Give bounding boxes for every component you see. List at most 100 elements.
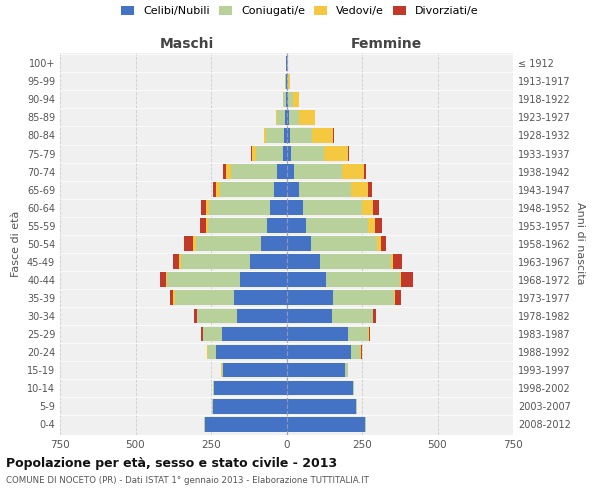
Bar: [236, 308, 287, 324]
Bar: [287, 164, 294, 179]
Bar: [250, 254, 287, 269]
Bar: [287, 218, 306, 233]
Bar: [287, 236, 311, 251]
Bar: [352, 182, 368, 197]
Bar: [215, 182, 220, 197]
Bar: [276, 110, 277, 125]
Bar: [206, 200, 209, 215]
Bar: [184, 236, 193, 251]
Bar: [223, 164, 226, 179]
Bar: [207, 344, 208, 360]
Bar: [299, 110, 314, 125]
Bar: [393, 254, 402, 269]
Bar: [353, 380, 354, 396]
Y-axis label: Anni di nascita: Anni di nascita: [575, 202, 584, 285]
Bar: [287, 146, 291, 161]
Text: Femmine: Femmine: [350, 36, 422, 51]
Bar: [289, 110, 299, 125]
Bar: [173, 254, 179, 269]
Bar: [391, 254, 393, 269]
Bar: [261, 236, 287, 251]
Bar: [179, 254, 181, 269]
Bar: [352, 344, 361, 360]
Bar: [252, 146, 256, 161]
Bar: [288, 56, 289, 70]
Bar: [197, 308, 236, 324]
Bar: [306, 218, 368, 233]
Bar: [299, 182, 352, 197]
Text: Popolazione per età, sesso e stato civile - 2013: Popolazione per età, sesso e stato civil…: [6, 458, 337, 470]
Bar: [373, 308, 376, 324]
Bar: [285, 74, 286, 89]
Bar: [167, 272, 239, 287]
Bar: [263, 128, 266, 143]
Bar: [374, 218, 382, 233]
Bar: [267, 218, 287, 233]
Bar: [203, 326, 221, 342]
Bar: [288, 74, 290, 89]
Bar: [400, 272, 401, 287]
Bar: [326, 272, 400, 287]
Bar: [368, 182, 371, 197]
Bar: [277, 164, 287, 179]
Bar: [293, 92, 299, 107]
Bar: [221, 326, 287, 342]
Bar: [334, 290, 394, 306]
Bar: [287, 254, 320, 269]
Bar: [202, 200, 206, 215]
Text: COMUNE DI NOCETO (PR) - Dati ISTAT 1° gennaio 2013 - Elaborazione TUTTITALIA.IT: COMUNE DI NOCETO (PR) - Dati ISTAT 1° ge…: [6, 476, 369, 485]
Bar: [288, 92, 293, 107]
Bar: [343, 164, 364, 179]
Bar: [364, 164, 366, 179]
Bar: [193, 236, 196, 251]
Bar: [201, 326, 203, 342]
Bar: [287, 56, 288, 70]
Bar: [362, 200, 373, 215]
Bar: [290, 128, 312, 143]
Bar: [294, 164, 343, 179]
Bar: [320, 254, 391, 269]
Bar: [175, 290, 233, 306]
Bar: [285, 110, 287, 125]
Bar: [181, 254, 250, 269]
Bar: [256, 146, 283, 161]
Bar: [287, 110, 289, 125]
Bar: [401, 272, 413, 287]
Bar: [324, 146, 349, 161]
Bar: [214, 380, 287, 396]
Bar: [287, 74, 288, 89]
Bar: [212, 398, 287, 413]
Bar: [208, 218, 267, 233]
Bar: [170, 290, 173, 306]
Bar: [287, 362, 346, 378]
Bar: [251, 146, 252, 161]
Bar: [239, 272, 287, 287]
Bar: [277, 110, 285, 125]
Bar: [160, 272, 166, 287]
Bar: [266, 128, 284, 143]
Bar: [230, 164, 277, 179]
Bar: [287, 128, 290, 143]
Bar: [215, 344, 287, 360]
Bar: [303, 200, 362, 215]
Bar: [220, 182, 274, 197]
Bar: [270, 200, 287, 215]
Bar: [349, 326, 368, 342]
Bar: [377, 236, 381, 251]
Bar: [287, 272, 326, 287]
Bar: [287, 290, 334, 306]
Bar: [346, 362, 348, 378]
Bar: [286, 56, 287, 70]
Bar: [381, 236, 386, 251]
Bar: [287, 398, 356, 413]
Text: Maschi: Maschi: [160, 36, 214, 51]
Bar: [368, 218, 374, 233]
Bar: [394, 290, 395, 306]
Y-axis label: Fasce di età: Fasce di età: [11, 210, 21, 277]
Bar: [291, 146, 324, 161]
Bar: [226, 164, 230, 179]
Bar: [209, 200, 270, 215]
Bar: [287, 92, 288, 107]
Bar: [368, 326, 370, 342]
Bar: [373, 200, 379, 215]
